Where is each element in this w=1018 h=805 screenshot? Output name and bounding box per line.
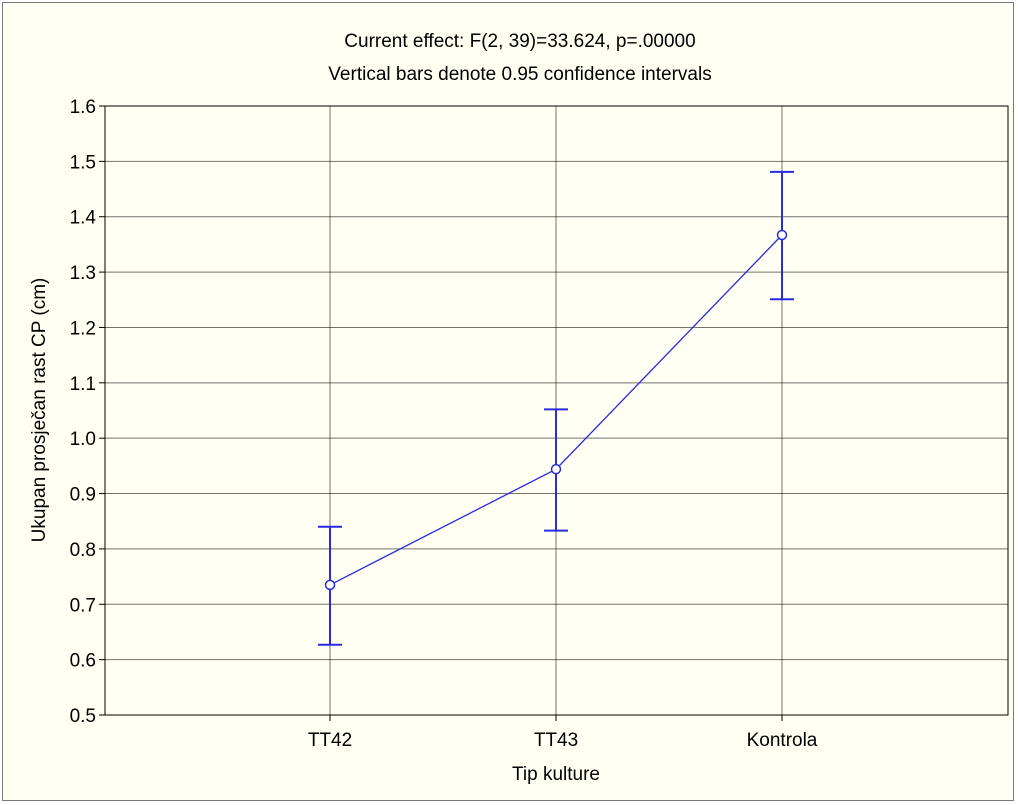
data-point xyxy=(550,463,562,475)
y-tick-label: 1.5 xyxy=(70,152,96,173)
y-tick-label: 1.6 xyxy=(70,97,96,118)
y-tick-label: 1.3 xyxy=(70,263,96,284)
x-axis-label: Tip kulture xyxy=(512,764,600,785)
y-tick-label: 1.4 xyxy=(70,208,97,229)
series-line-group xyxy=(318,170,794,646)
y-tick-label: 0.8 xyxy=(70,540,96,561)
y-tick-label: 0.7 xyxy=(70,595,96,616)
x-tick-label: TT43 xyxy=(534,730,578,751)
data-point xyxy=(324,579,336,591)
grid-lines xyxy=(105,106,1008,715)
y-tick-label: 1.1 xyxy=(70,374,96,395)
y-tick-label: 0.6 xyxy=(70,651,96,672)
y-tick-label: 1.2 xyxy=(70,318,96,339)
x-tick-label: TT42 xyxy=(308,730,352,751)
x-tick-label: Kontrola xyxy=(747,730,818,751)
y-tick-label: 0.9 xyxy=(70,485,96,506)
y-axis-ticks: 0.5 0.6 0.7 0.8 0.9 1.0 1.1 1.2 1.3 1.4 1.5 1.6 xyxy=(70,97,105,727)
chart-subtitle: Vertical bars denote 0.95 confidence int… xyxy=(328,64,711,85)
data-point xyxy=(776,229,788,241)
y-tick-label: 1.0 xyxy=(70,429,96,450)
y-axis-label: Ukupan prosječan rast CP (cm) xyxy=(29,278,50,543)
y-tick-label: 0.5 xyxy=(70,706,96,727)
chart-title: Current effect: F(2, 39)=33.624, p=.0000… xyxy=(344,31,695,52)
x-axis-ticks: TT42 TT43 Kontrola xyxy=(308,715,818,751)
